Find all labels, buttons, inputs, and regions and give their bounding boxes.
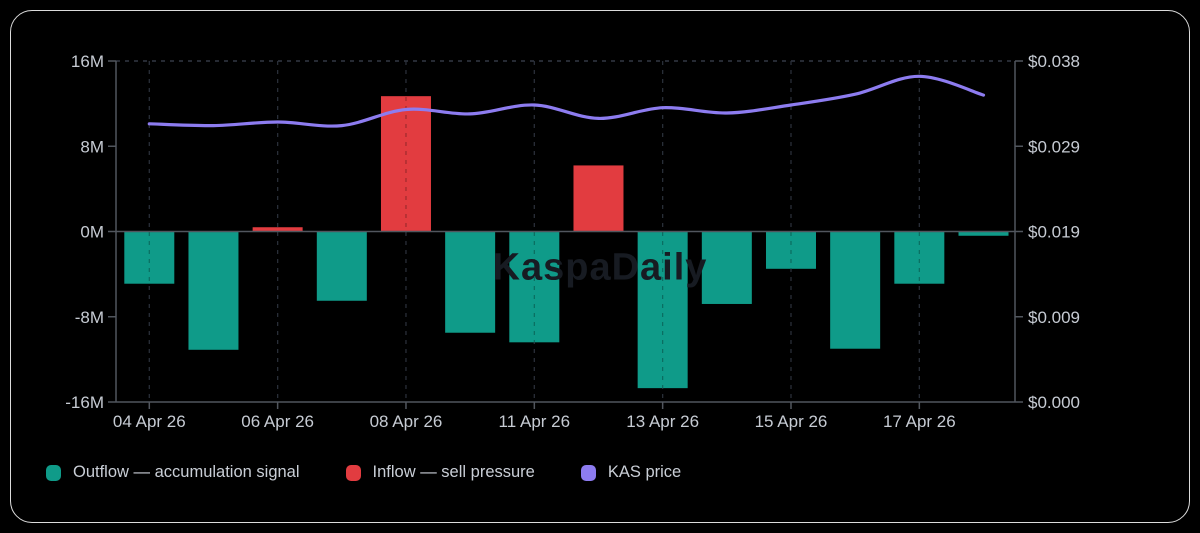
outflow-bar [637, 231, 688, 389]
left-axis-tick-label: 16M [71, 52, 104, 71]
outflow-bar [188, 231, 239, 350]
outflow-bar [316, 231, 367, 301]
outflow-bar [830, 231, 881, 349]
kas-price-line [147, 74, 986, 128]
left-axis-tick-label: 0M [80, 223, 104, 242]
right-axis-tick-label: $0.009 [1028, 308, 1080, 327]
legend-item-kas-price[interactable]: KAS price [580, 463, 682, 482]
legend-item-outflow[interactable]: Outflow — accumulation signal [46, 463, 300, 482]
x-axis-tick-label: 06 Apr 26 [241, 412, 314, 431]
left-axis-tick-label: 8M [80, 137, 104, 156]
right-axis-tick-label: $0.000 [1028, 393, 1080, 412]
x-axis-tick-label: 04 Apr 26 [113, 412, 186, 431]
right-axis-tick-label: $0.029 [1028, 137, 1080, 156]
legend-item-inflow[interactable]: Inflow — sell pressure [345, 463, 535, 482]
watermark: KaspaDaily [492, 246, 708, 289]
outflow-bar [765, 231, 816, 269]
x-axis-tick-label: 13 Apr 26 [626, 412, 699, 431]
legend-label-inflow: Inflow — sell pressure [372, 463, 535, 481]
inflow-swatch-icon [345, 464, 361, 481]
inflow-bar [380, 96, 431, 232]
outflow-bar [445, 231, 496, 333]
left-axis-tick-label: -8M [75, 308, 104, 327]
x-axis-tick-label: 11 Apr 26 [499, 412, 571, 431]
right-axis-tick-label: $0.038 [1028, 52, 1080, 71]
legend: Outflow — accumulation signal Inflow — s… [46, 463, 681, 482]
x-axis-tick-label: 08 Apr 26 [370, 412, 443, 431]
outflow-bar [509, 231, 560, 343]
right-axis-tick-label: $0.019 [1028, 223, 1080, 242]
kas-price-swatch-icon [580, 464, 596, 481]
outflow-swatch-icon [46, 464, 61, 481]
left-axis-tick-label: -16M [65, 393, 104, 412]
outflow-bar [124, 231, 175, 284]
legend-label-kas-price: KAS price [607, 463, 682, 481]
x-axis-tick-label: 17 Apr 26 [883, 412, 956, 431]
outflow-bar [701, 231, 752, 304]
outflow-bar [958, 231, 1009, 236]
x-axis-tick-label: 15 Apr 26 [755, 412, 828, 431]
inflow-bar [252, 227, 303, 232]
inflow-bar [573, 165, 624, 232]
legend-label-outflow: Outflow — accumulation signal [73, 463, 300, 481]
outflow-bar [894, 231, 945, 284]
